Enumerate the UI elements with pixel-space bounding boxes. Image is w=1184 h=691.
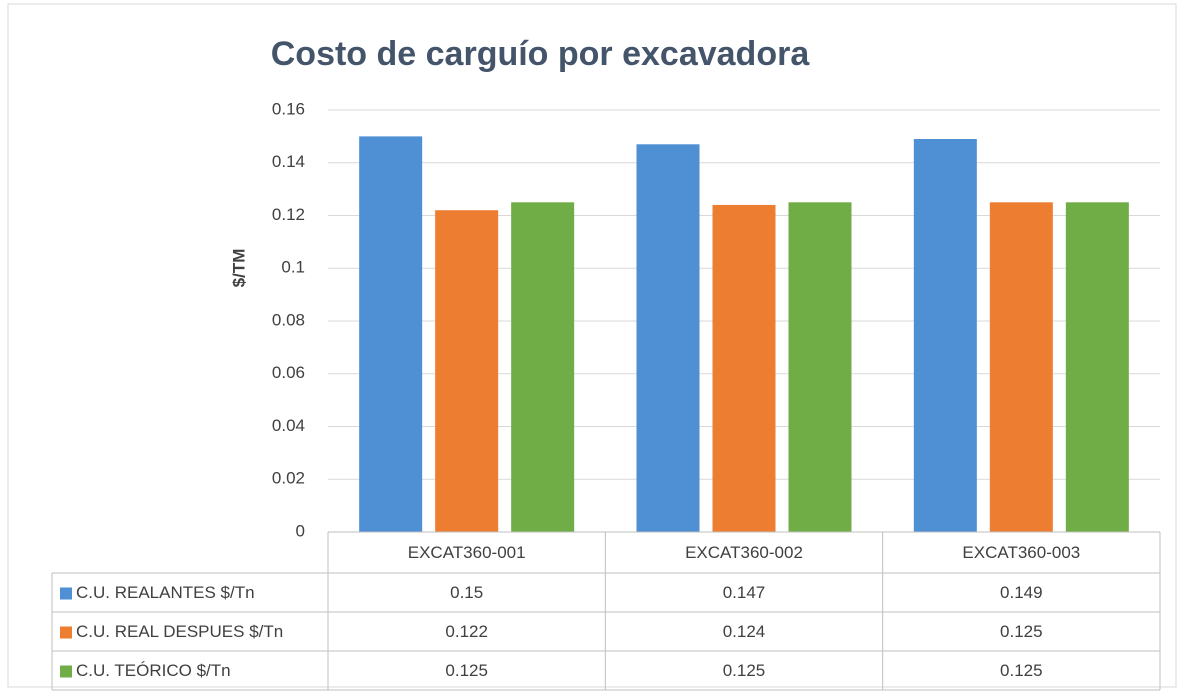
table-value: 0.125: [1000, 661, 1043, 680]
table-value: 0.124: [723, 622, 766, 641]
y-tick-label: 0.14: [272, 152, 305, 171]
y-tick-label: 0.1: [281, 258, 305, 277]
table-value: 0.15: [450, 583, 483, 602]
legend-label: C.U. TEÓRICO $/Tn: [76, 661, 231, 680]
bar: [636, 144, 700, 532]
table-value: 0.122: [445, 622, 488, 641]
y-tick-label: 0.04: [272, 416, 305, 435]
table-value: 0.125: [445, 661, 488, 680]
y-tick-label: 0.06: [272, 363, 305, 382]
legend-label: C.U. REAL DESPUES $/Tn: [76, 622, 283, 641]
bar: [712, 204, 776, 532]
x-tick-label: EXCAT360-003: [962, 543, 1080, 562]
bar: [511, 202, 575, 532]
y-axis-title: $/TM: [229, 249, 248, 288]
table-value: 0.125: [1000, 622, 1043, 641]
bar: [359, 136, 423, 532]
chart-title: Costo de carguío por excavadora: [271, 35, 811, 73]
x-tick-label: EXCAT360-001: [408, 543, 526, 562]
y-tick-label: 0: [296, 521, 305, 540]
legend-swatch: [60, 626, 72, 639]
bar: [788, 202, 852, 532]
y-tick-label: 0.08: [272, 310, 305, 329]
bar: [913, 139, 977, 532]
bar: [1065, 202, 1129, 532]
x-tick-label: EXCAT360-002: [685, 543, 803, 562]
y-tick-label: 0.16: [272, 99, 305, 118]
table-value: 0.125: [723, 661, 766, 680]
bar: [989, 202, 1053, 532]
y-tick-label: 0.12: [272, 205, 305, 224]
table-value: 0.149: [1000, 583, 1043, 602]
legend-swatch: [60, 587, 72, 600]
table-value: 0.147: [723, 583, 766, 602]
bar: [435, 210, 499, 532]
y-tick-label: 0.02: [272, 469, 305, 488]
legend-label: C.U. REALANTES $/Tn: [76, 583, 255, 602]
legend-swatch: [60, 665, 72, 678]
